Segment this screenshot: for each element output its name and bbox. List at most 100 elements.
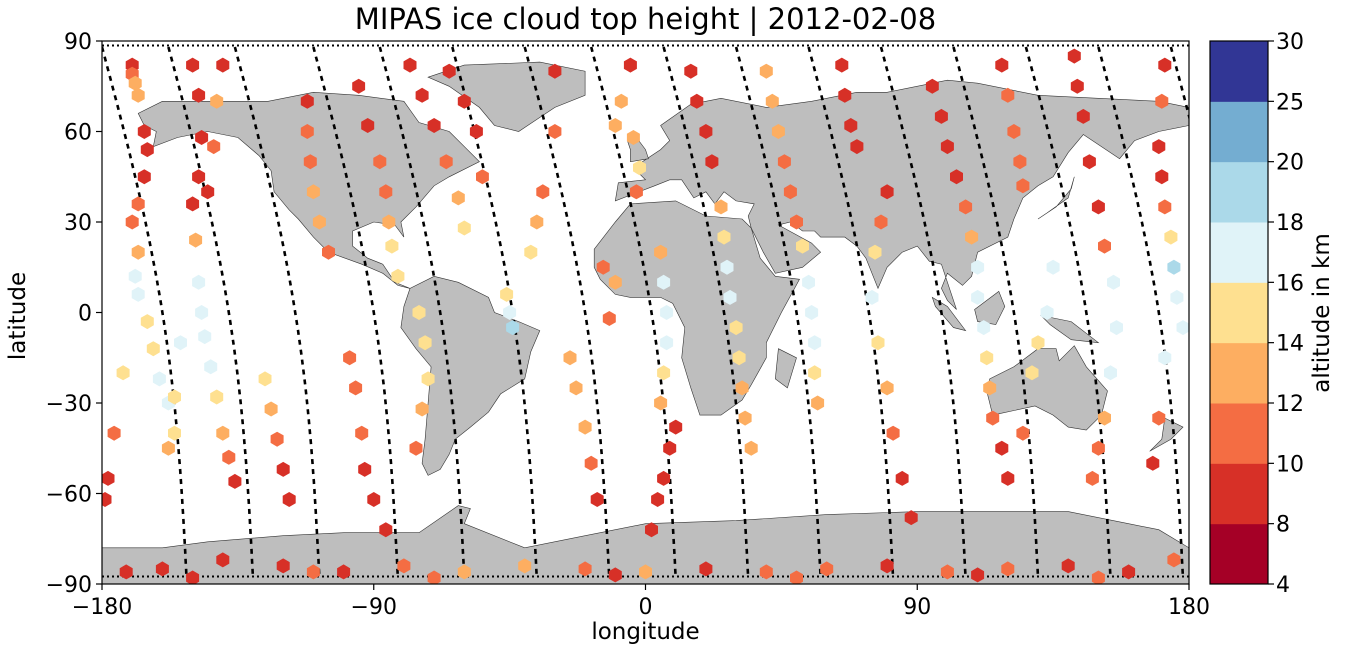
land-south-america [400,275,541,476]
cloud-point [367,492,381,507]
orbit-track [662,46,750,579]
cloud-point [1091,570,1105,584]
cloud-point [714,199,728,215]
cloud-point [959,199,973,215]
colorbar-bin [1210,161,1268,223]
cloud-point [421,371,435,387]
cloud-point [385,238,399,254]
cloud-point [759,564,773,580]
cloud-point [699,124,713,139]
land-new-guinea [1040,315,1100,344]
cloud-point [548,124,562,139]
cloud-point [415,401,429,417]
cloud-point [107,425,121,441]
orbit-track [807,46,895,579]
x-tick-label: 90 [903,595,931,620]
y-tick-label: 0 [78,302,92,327]
cloud-point [131,244,145,260]
cloud-point [1107,274,1120,290]
cloud-point [168,389,181,405]
cloud-point [337,564,351,580]
cloud-point [805,305,819,320]
cloud-point [403,57,417,73]
cloud-point [457,93,471,109]
cloud-point [623,57,637,73]
cloud-point [186,570,200,584]
cloud-point [1085,470,1099,486]
cloud-point [161,440,175,456]
cloud-point [729,320,743,336]
cloud-point [608,274,622,290]
cloud-point [228,473,242,489]
cloud-point [983,380,997,396]
cloud-point [186,57,200,73]
cloud-point [102,470,115,486]
cloud-point [980,350,994,366]
cloud-point [192,169,206,185]
cloud-point [1158,350,1172,366]
land-antarctica [102,505,1189,584]
cloud-point [850,139,864,155]
cloud-point [808,365,822,381]
cloud-point [427,118,441,133]
cloud-point [783,184,797,200]
x-ticks: −180 −90 0 90 180 [72,584,1210,620]
cloud-point [995,57,1009,73]
cloud-point [660,335,674,351]
cloud-point [500,286,514,302]
cloud-point [1040,305,1054,320]
cloud-point [192,274,206,290]
cloud-point [306,184,320,200]
cloud-point [868,244,882,260]
colorbar-bin [1210,342,1268,404]
cloud-point [720,259,734,275]
cloud-point [476,169,489,185]
cloud-point [216,57,230,73]
cloud-point [195,305,209,320]
cloud-point [865,289,879,305]
colorbar-bin [1210,403,1268,464]
orbit-track [952,46,1040,579]
cloud-point [796,238,809,254]
cloud-point [439,154,453,170]
cloud-point [506,320,520,336]
cloud-point [790,214,803,230]
cloud-point [871,335,885,351]
cloud-point [140,314,154,330]
cloud-point [397,558,411,574]
cloud-point [1155,93,1169,109]
cloud-point [457,564,471,580]
orbit-track [734,46,822,579]
cloud-point [1155,169,1169,185]
cloud-point [137,169,151,185]
cloud-point [1076,108,1090,124]
orbit-track [312,46,400,579]
colorbar-bin [1210,282,1268,344]
cloud-point [409,440,423,456]
cloud-point [1152,410,1166,426]
cloud-point [717,229,731,245]
cloud-point [530,214,544,230]
cloud-point [469,124,483,139]
colorbar-tick-label: 18 [1276,211,1304,236]
cloud-point [503,305,517,320]
colorbar-tick-label: 8 [1276,513,1290,538]
cloud-point [895,470,909,486]
colorbar-bin [1210,222,1268,283]
cloud-point [442,63,456,79]
cloud-point [563,350,577,366]
cloud-point [811,395,825,411]
cloud-point [629,184,643,200]
cloud-point [790,570,803,584]
colorbar-tick-label: 4 [1276,573,1290,598]
cloud-point [524,244,538,260]
land-madagascar [774,348,797,389]
cloud-point [1110,320,1123,336]
cloud-point [1016,425,1030,441]
colorbar-tick-label: 25 [1276,90,1304,115]
cloud-point [415,87,429,103]
cloud-point [282,492,296,507]
x-tick-label: −180 [72,595,132,620]
cloud-point [699,561,713,577]
